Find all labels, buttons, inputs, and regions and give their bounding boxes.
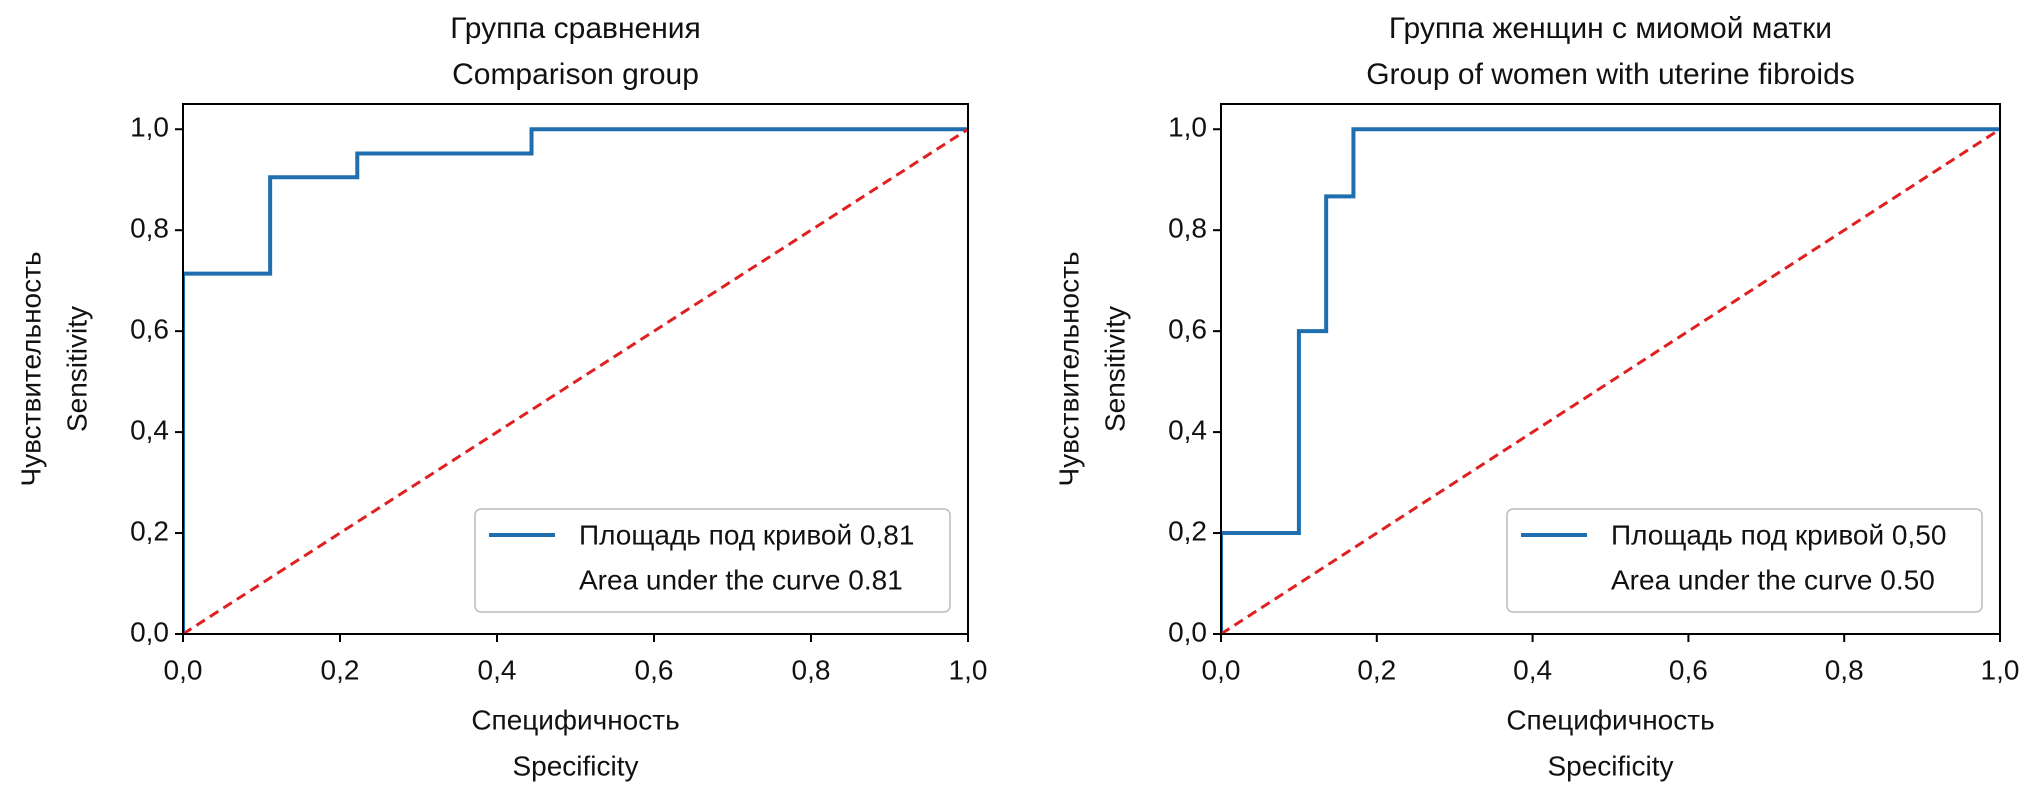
chart: Группа женщин с миомой матки Group of wom… [1053,12,2019,781]
chart: Группа сравнения Comparison group Специфич… [15,12,987,781]
roc-line [183,127,968,634]
legend-label: Area under the curve 0.50 [1611,564,1935,595]
x-axis-label: Specificity [1547,750,1673,781]
x-tick-label: 0,8 [1825,654,1864,685]
y-tick-label: 0,4 [130,414,169,445]
plot-frame [182,103,969,635]
x-tick-label: 1,0 [1981,654,2020,685]
chart-subtitle: Comparison group [452,58,699,91]
x-tick-label: 0,6 [635,654,674,685]
x-tick-label: 0,4 [478,654,517,685]
y-tick-label: 0,0 [1168,616,1207,647]
x-tick-label: 0,8 [792,654,831,685]
y-tick-label: 0,6 [130,314,169,345]
x-tick-label: 0,2 [1357,654,1396,685]
chart-subtitle: Group of women with uterine fibroids [1366,58,1855,91]
x-axis-label: Специфичность [471,704,679,735]
legend-box [474,508,951,613]
legend-label: Площадь под кривой 0,81 [579,519,914,550]
legend-box [1506,508,1983,613]
x-axis-label: Specificity [512,750,638,781]
y-tick-label: 0,8 [1168,213,1207,244]
roc-line [183,127,968,634]
y-axis-label: Sensitivity [61,306,92,432]
y-axis-label: Чувствительность [15,251,46,486]
y-tick-label: 0,4 [1168,414,1207,445]
y-tick-label: 0,8 [130,213,169,244]
chart-title: Группа женщин с миомой матки [1389,12,1832,45]
y-tick-label: 0,2 [130,515,169,546]
y-axis-label: Sensitivity [1099,306,1130,432]
x-tick-label: 0,6 [1669,654,1708,685]
x-tick-label: 0,4 [1513,654,1552,685]
y-tick-label: 0,0 [130,616,169,647]
x-tick-label: 0,0 [164,654,203,685]
plot-frame [1220,103,2001,635]
x-tick-label: 1,0 [949,654,988,685]
x-tick-label: 0,0 [1202,654,1241,685]
legend-label: Площадь под кривой 0,50 [1611,519,1946,550]
y-tick-label: 1,0 [130,112,169,143]
chart-title: Группа сравнения [450,12,701,45]
x-axis-label: Специфичность [1506,704,1714,735]
y-tick-label: 0,2 [1168,515,1207,546]
legend-label: Area under the curve 0.81 [579,564,903,595]
y-tick-label: 0,6 [1168,314,1207,345]
roc-line [1221,127,2000,634]
x-tick-label: 0,2 [321,654,360,685]
y-tick-label: 1,0 [1168,112,1207,143]
y-axis-label: Чувствительность [1053,251,1084,486]
roc-line [1221,127,2000,634]
